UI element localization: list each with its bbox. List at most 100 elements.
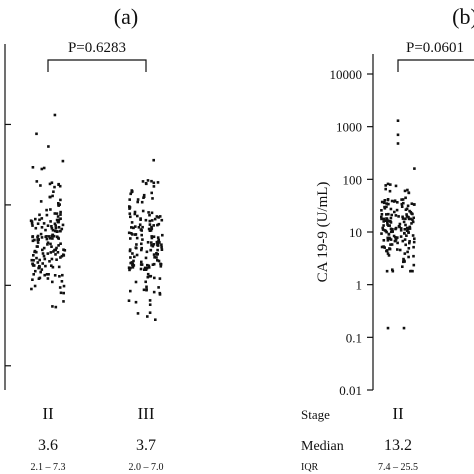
- panel-b-point: [406, 188, 409, 192]
- panel-a-point: [129, 289, 132, 293]
- panel-a-point: [131, 263, 134, 267]
- panel-a-point: [46, 224, 50, 227]
- panel-a-point: [33, 238, 36, 242]
- panel-a-point: [55, 258, 58, 261]
- panel-b-iqr-II: 7.4 – 25.5: [378, 462, 418, 473]
- panel-a-point: [156, 236, 160, 239]
- panel-b-point: [392, 234, 396, 238]
- panel-a-point: [39, 184, 42, 187]
- panel-b-point: [387, 254, 391, 257]
- panel-a-point: [128, 249, 132, 253]
- panel-b-point: [396, 119, 400, 122]
- panel-a-point: [149, 248, 153, 252]
- panel-a-point: [52, 250, 55, 253]
- panel-a-point: [148, 275, 151, 278]
- panel-a-point: [48, 182, 52, 186]
- panel-a-point: [31, 235, 35, 238]
- panel-b-point: [403, 238, 407, 241]
- panel-a-point: [147, 227, 151, 231]
- panel-a-point: [51, 233, 54, 237]
- panel-b-point: [393, 239, 397, 243]
- panel-a-point: [151, 263, 155, 266]
- panel-a-point: [151, 244, 155, 248]
- panel-a-point: [136, 198, 140, 201]
- panel-a-point: [128, 205, 131, 208]
- panel-a-point: [59, 213, 62, 216]
- panel-b-point: [407, 255, 410, 259]
- panel-a-point: [157, 238, 160, 242]
- panel-b-point: [412, 240, 416, 244]
- panel-a-point: [155, 215, 159, 218]
- panel-b-point: [408, 240, 411, 243]
- panel-b-point: [405, 215, 409, 218]
- panel-a-point: [127, 231, 131, 235]
- panel-a-point: [152, 224, 155, 227]
- panel-b-point: [403, 252, 407, 255]
- panel-a-point: [31, 224, 34, 227]
- panel-a-point: [129, 237, 132, 240]
- panel-a-label: (a): [114, 4, 138, 29]
- panel-a-point: [129, 215, 132, 219]
- panel-b-point: [405, 229, 409, 232]
- panel-a-point: [149, 229, 153, 232]
- panel-b-point: [405, 207, 409, 211]
- panel-a-point: [32, 273, 35, 276]
- panel-a-point: [45, 237, 49, 241]
- panel-b-point: [412, 216, 415, 220]
- panel-b-point: [412, 263, 416, 267]
- panel-a-point: [154, 318, 157, 321]
- panel-b-point: [408, 227, 412, 230]
- panel-b-point: [401, 217, 405, 220]
- panel-b-point: [406, 204, 410, 208]
- panel-a-point: [148, 213, 151, 217]
- panel-b-point: [404, 217, 407, 221]
- panel-a-point: [61, 223, 65, 227]
- panel-a-point: [140, 260, 143, 264]
- panel-a-point: [146, 272, 150, 276]
- panel-b-point: [383, 246, 386, 249]
- panel-a-point: [147, 211, 150, 214]
- panel-a-point: [150, 241, 153, 244]
- panel-b-point: [411, 218, 414, 222]
- panel-a-point: [53, 185, 56, 189]
- panel-a-point: [38, 218, 41, 222]
- panel-b-point: [401, 265, 404, 268]
- panel-a-point: [135, 246, 138, 250]
- panel-a-point: [150, 235, 153, 238]
- panel-a-point: [49, 208, 52, 211]
- panel-a-point: [41, 262, 44, 265]
- panel-a-point: [131, 266, 135, 269]
- panel-a-point: [134, 225, 137, 228]
- panel-a-point: [47, 145, 50, 148]
- panel-b-pvalue: P=0.0601: [406, 40, 464, 56]
- panel-b-point: [382, 220, 385, 223]
- panel-b-point: [385, 205, 388, 209]
- panel-b-point: [391, 269, 395, 273]
- panel-b-point: [403, 228, 407, 231]
- panel-a-point: [50, 225, 53, 228]
- panel-a-point: [156, 244, 160, 247]
- panel-b-point: [410, 222, 413, 225]
- panel-b-point: [407, 191, 410, 194]
- panel-a-point: [57, 218, 61, 222]
- panel-b-stage-label: Stage: [301, 407, 330, 422]
- panel-a-point: [57, 183, 60, 186]
- panel-a-point: [56, 251, 60, 254]
- panel-a-point: [130, 226, 133, 229]
- panel-b-point: [396, 241, 399, 245]
- panel-a-point: [139, 228, 143, 231]
- panel-a-point: [141, 225, 144, 229]
- panel-a-point: [42, 166, 46, 170]
- panel-a-point: [29, 219, 33, 222]
- panel-b-point: [382, 239, 386, 242]
- panel-a-point: [58, 184, 62, 188]
- panel-a-point: [45, 208, 48, 212]
- panel-a-point: [54, 248, 57, 251]
- panel-a-point: [58, 275, 61, 278]
- panel-a-point: [55, 212, 59, 215]
- panel-a-point: [35, 180, 39, 183]
- panel-a-point: [146, 275, 150, 279]
- panel-a-point: [53, 113, 57, 117]
- panel-a-point: [150, 211, 154, 215]
- panel-a-point: [152, 158, 155, 162]
